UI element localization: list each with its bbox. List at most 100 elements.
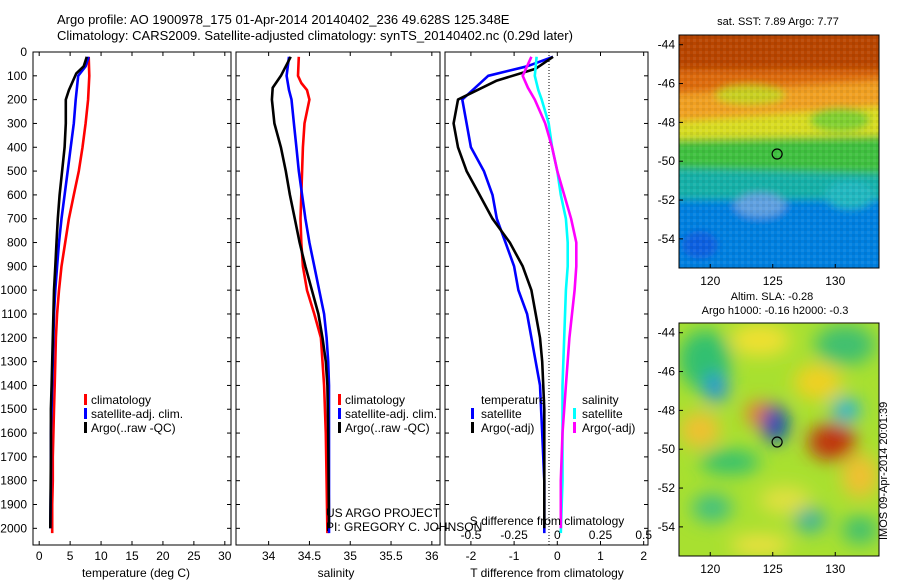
- legend-label: Argo(-adj): [582, 421, 635, 435]
- depth-tick-label: 900: [7, 259, 27, 273]
- sla-field: [679, 324, 878, 555]
- x-tick-label: 20: [156, 549, 170, 563]
- legend-swatch-argo: [471, 422, 474, 433]
- x-tick-label: 10: [94, 549, 108, 563]
- x-tick-label: 35: [344, 549, 358, 563]
- series-satellite-adj-clim: [285, 56, 331, 534]
- depth-tick-label: 1200: [0, 331, 27, 345]
- salinity-legend: climatology satellite-adj. clim. Argo(..…: [338, 393, 437, 435]
- salinity-diff-legend: salinity satellite Argo(-adj): [573, 393, 635, 435]
- map-y-tick-label: -52: [658, 193, 676, 207]
- map-x-tick-label: 120: [700, 562, 720, 576]
- salinity-xlabel: salinity: [318, 566, 355, 580]
- depth-tick-label: 1400: [0, 378, 27, 392]
- map-x-tick-label: 125: [763, 274, 783, 288]
- pi-credit: PI: GREGORY C. JOHNSON: [326, 520, 482, 534]
- sla-blob: [692, 494, 732, 522]
- legend-label: climatology: [345, 393, 405, 407]
- map-x-tick-label: 125: [763, 562, 783, 576]
- sla-blob: [759, 486, 811, 514]
- depth-tick-label: 800: [7, 236, 27, 250]
- profile-title: Argo profile: AO 1900978_175 01-Apr-2014…: [57, 12, 510, 27]
- salinity-diff-xlabel: S difference from climatology: [470, 514, 625, 528]
- salinity-diff-axis: -0.5 -0.25 0 0.25 0.5: [461, 528, 653, 542]
- legend-swatch-climatology: [338, 394, 341, 405]
- legend-swatch-satellite: [338, 408, 341, 419]
- sla-blob: [794, 508, 826, 532]
- legend-label: satellite: [481, 407, 522, 421]
- s-tick-label: -0.5: [461, 528, 482, 542]
- series-climatology: [296, 56, 329, 534]
- salinity-x-axis: 34 34.5 35 35.5 36: [262, 52, 439, 563]
- map-y-tick-label: -52: [658, 481, 676, 495]
- sst-map-frame: [678, 34, 880, 269]
- x-tick-label: 1: [597, 549, 604, 563]
- depth-tick-label: 500: [7, 164, 27, 178]
- depth-tick-label: 1900: [0, 498, 27, 512]
- legend-label: satellite-adj. clim.: [345, 407, 437, 421]
- legend-swatch-satellite: [84, 408, 87, 419]
- sla-blob: [842, 516, 878, 544]
- legend-swatch-satellite: [573, 408, 576, 419]
- x-tick-label: 2: [640, 549, 647, 563]
- depth-tick-label: 1300: [0, 355, 27, 369]
- series-argo-raw-qc: [270, 56, 331, 529]
- s-tick-label: 0.25: [589, 528, 613, 542]
- series-salinity-satellite: [533, 56, 570, 534]
- legend-swatch-argo: [573, 422, 576, 433]
- legend-title: salinity: [582, 393, 619, 407]
- map-x-tick-label: 130: [825, 562, 845, 576]
- depth-tick-label: 1000: [0, 283, 27, 297]
- temperature-xlabel: temperature (deg C): [82, 566, 190, 580]
- depth-tick-label: 1600: [0, 426, 27, 440]
- map-y-tick-label: -48: [658, 115, 676, 129]
- depth-tick-label: 1700: [0, 450, 27, 464]
- map-y-tick-label: -46: [658, 77, 676, 91]
- depth-tick-label: 0: [20, 45, 27, 59]
- s-tick-label: 0.5: [635, 528, 652, 542]
- x-tick-label: 25: [187, 549, 201, 563]
- map-x-tick-label: 120: [700, 274, 720, 288]
- sla-blob: [730, 535, 790, 555]
- sla-blob: [794, 364, 842, 400]
- series-salinity-argo-adj: [521, 56, 578, 529]
- legend-swatch-argo: [338, 422, 341, 433]
- sla-map-subtitle: Argo h1000: -0.16 h2000: -0.3: [702, 305, 849, 317]
- salinity-panel: [235, 51, 441, 546]
- sst-map-title: sat. SST: 7.89 Argo: 7.77: [717, 16, 839, 28]
- sla-blob: [704, 374, 728, 402]
- difference-panel: [444, 51, 649, 546]
- x-tick-label: 15: [125, 549, 139, 563]
- temperature-panel: [32, 51, 232, 546]
- x-tick-label: -1: [509, 549, 520, 563]
- legend-label: Argo(..raw -QC): [345, 421, 430, 435]
- x-tick-label: 30: [218, 549, 232, 563]
- x-tick-label: 0: [554, 549, 561, 563]
- depth-tick-label: 1800: [0, 474, 27, 488]
- x-tick-label: 35.5: [379, 549, 403, 563]
- legend-label: satellite-adj. clim.: [91, 407, 183, 421]
- map-y-tick-label: -44: [658, 326, 676, 340]
- map-y-tick-label: -54: [658, 520, 676, 534]
- x-tick-label: 0: [36, 549, 43, 563]
- map-y-tick-label: -46: [658, 365, 676, 379]
- legend-label: satellite: [582, 407, 623, 421]
- sla-blob: [832, 398, 860, 422]
- sla-map-title: Altim. SLA: -0.28: [731, 291, 814, 303]
- temperature-legend: climatology satellite-adj. clim. Argo(..…: [84, 393, 183, 435]
- legend-label: Argo(-adj): [481, 421, 534, 435]
- legend-label: Argo(..raw -QC): [91, 421, 176, 435]
- imos-stamp: IMOS 09-Apr-2014 20:01:39: [878, 401, 890, 540]
- map-x-tick-label: 130: [825, 274, 845, 288]
- sla-blob: [762, 405, 788, 443]
- depth-tick-label: 100: [7, 69, 27, 83]
- s-tick-label: 0: [554, 528, 561, 542]
- sla-map-axes: 120 125 130 -44 -46 -48 -50 -52 -54: [658, 326, 846, 576]
- x-tick-label: 5: [67, 549, 74, 563]
- argo-position-marker: [771, 436, 783, 448]
- s-tick-label: -0.25: [500, 528, 528, 542]
- series-argo-raw-qc: [49, 56, 89, 529]
- legend-label: climatology: [91, 393, 151, 407]
- map-y-tick-label: -48: [658, 403, 676, 417]
- x-tick-label: 34: [262, 549, 276, 563]
